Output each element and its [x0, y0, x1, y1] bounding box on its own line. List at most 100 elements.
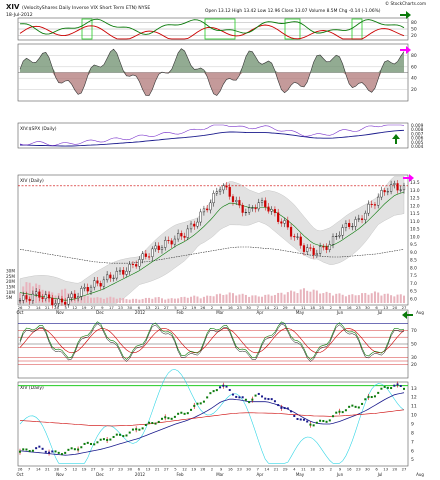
volume-bar [183, 296, 186, 303]
price-candle-body [244, 212, 247, 214]
pnf-mark [222, 384, 225, 387]
price-candle-body [238, 200, 241, 206]
volume-bar [244, 294, 247, 303]
price-x-day-tick: 26 [200, 305, 205, 310]
pnf-mark [338, 410, 341, 413]
volume-bar [393, 296, 396, 303]
price-candle-body [215, 191, 218, 194]
price-candle-body [41, 297, 44, 299]
price-candle-body [209, 202, 212, 211]
second-osc-tick: 20 [411, 87, 417, 93]
price-candle-body [348, 223, 351, 227]
second-osc-tick: 40 [411, 76, 417, 82]
pnf-mark [351, 404, 354, 407]
price-candle-body [380, 190, 383, 198]
top-osc-highlight-box [204, 18, 236, 40]
volume-bar [86, 296, 89, 303]
pnf-mark [238, 396, 241, 399]
volume-bar [354, 295, 357, 303]
pnf-mark [138, 428, 141, 431]
price-candle-body [402, 185, 406, 191]
pnf-mark [115, 433, 118, 436]
volume-bar [238, 294, 241, 303]
pnf-mark [328, 419, 331, 422]
pnf-mark [277, 404, 280, 407]
volume-bar [106, 297, 109, 303]
price-candle-body [319, 246, 322, 254]
price-candle-body [293, 236, 296, 238]
pnf-mark [348, 405, 351, 408]
price-x-day-tick: 19 [82, 305, 87, 310]
price-x-day-tick: 29 [283, 305, 288, 310]
price-candle-body [57, 298, 60, 304]
ratio-tick: 0.009 [411, 123, 424, 129]
volume-bar [315, 290, 318, 303]
volume-bar [196, 296, 199, 303]
volume-bar [206, 295, 209, 303]
chart-date: 18-Jul-2012 [6, 12, 33, 18]
volume-bar [364, 292, 367, 303]
price-candle-body [64, 301, 67, 305]
price-candle-body [86, 287, 89, 292]
volume-bar [277, 292, 280, 303]
pnf-x-day-tick: 19 [82, 467, 87, 472]
pnf-mark [177, 412, 180, 415]
price-x-day-tick: 25 [319, 305, 324, 310]
pnf-mark [148, 421, 151, 424]
pnf-mark [80, 446, 83, 449]
pnf-mark [344, 409, 347, 412]
price-tick: 8.0 [410, 265, 417, 271]
pnf-x-month-tick: Jun [336, 472, 344, 477]
price-candle-body [231, 196, 235, 202]
pnf-tick: 5 [411, 457, 414, 463]
volume-bar [325, 291, 328, 303]
price-x-day-tick: 27 [402, 305, 407, 310]
price-candle-body [180, 233, 183, 237]
volume-bar [309, 291, 312, 303]
pnf-mark [89, 442, 92, 445]
pnf-mark [283, 407, 286, 410]
price-candle-body [173, 238, 176, 245]
volume-bar [144, 297, 147, 303]
price-candle-body [164, 239, 167, 248]
volume-bar [296, 293, 299, 303]
panel-pnf-frame [17, 381, 409, 467]
pnf-x-day-tick: 6 [138, 467, 141, 472]
second-osc-area-down [20, 72, 404, 96]
volume-bar [115, 298, 118, 303]
price-x-day-tick: 5 [65, 305, 68, 310]
top-osc-red-line [19, 24, 405, 40]
volume-bar [219, 293, 222, 303]
price-candle-body [160, 247, 164, 251]
price-tick: 13.5 [410, 180, 420, 186]
top-osc-green-line [19, 18, 405, 35]
volume-bar [128, 299, 131, 303]
top-osc-tick: 80 [411, 20, 417, 26]
lower-osc-main-line [19, 321, 405, 360]
volume-bar [109, 296, 112, 303]
pnf-mark [131, 428, 134, 431]
volume-tick: 5M [6, 295, 13, 300]
pnf-mark [219, 386, 222, 389]
pnf-mark [44, 450, 47, 453]
volume-bar [135, 298, 138, 303]
pnf-mark [251, 398, 254, 401]
pnf-x-day-tick: 21 [155, 467, 160, 472]
pnf-mark [35, 447, 38, 450]
price-candle-body [328, 244, 331, 250]
volume-bar [306, 290, 309, 303]
volume-bar [202, 296, 205, 303]
volume-bar [270, 295, 273, 303]
pnf-mark [202, 400, 205, 403]
price-candle-body [206, 208, 209, 211]
volume-bar [267, 294, 270, 303]
price-candle-body [235, 200, 238, 202]
pnf-x-day-tick: 14 [36, 467, 41, 472]
pnf-mark [70, 447, 73, 450]
volume-bar [386, 293, 389, 303]
pnf-mark [135, 428, 138, 431]
pnf-mark [167, 417, 170, 420]
price-x-day-tick: 19 [191, 305, 196, 310]
pnf-mark [354, 405, 357, 408]
